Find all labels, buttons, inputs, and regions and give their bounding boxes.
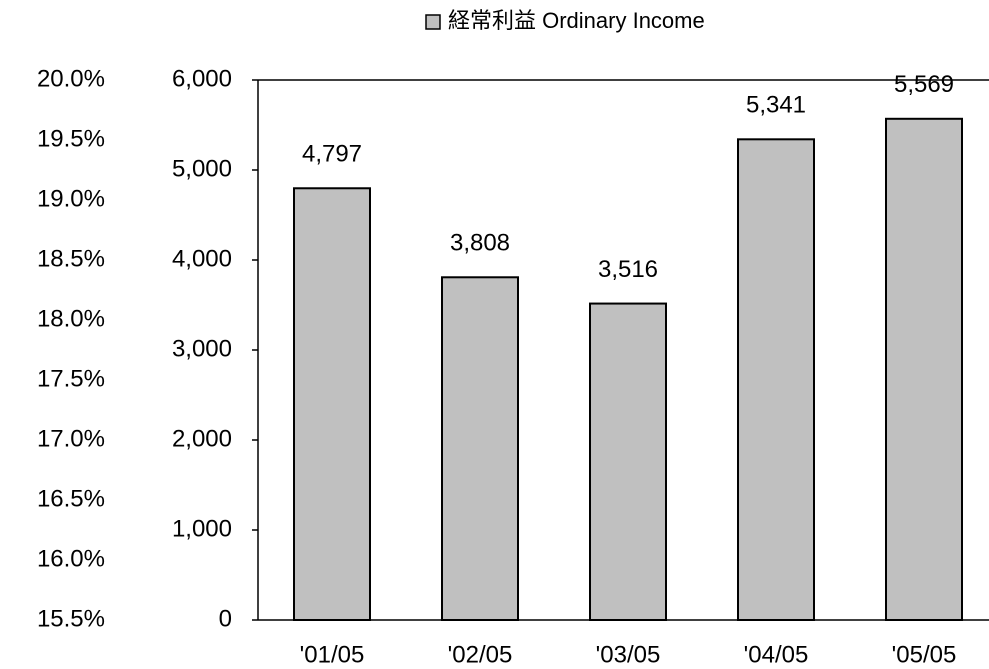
y-tick-label: 0 bbox=[219, 605, 232, 632]
y2-tick-label: 19.5% bbox=[37, 125, 105, 152]
y-tick-label: 1,000 bbox=[172, 515, 232, 542]
y2-tick-label: 17.5% bbox=[37, 365, 105, 392]
y2-tick-label: 16.0% bbox=[37, 545, 105, 572]
legend-label: 経常利益 Ordinary Income bbox=[448, 8, 705, 33]
y-tick-label: 6,000 bbox=[172, 65, 232, 92]
value-label: 3,808 bbox=[450, 230, 510, 257]
bar bbox=[441, 276, 519, 621]
bar bbox=[589, 302, 667, 621]
bar bbox=[293, 187, 371, 622]
y-tick-label: 5,000 bbox=[172, 155, 232, 182]
bar bbox=[885, 117, 963, 621]
y2-tick-label: 15.5% bbox=[37, 605, 105, 632]
x-tick-label: '02/05 bbox=[448, 641, 513, 668]
y2-tick-label: 18.5% bbox=[37, 245, 105, 272]
y-tick-label: 2,000 bbox=[172, 425, 232, 452]
legend-swatch bbox=[425, 14, 441, 30]
value-label: 4,797 bbox=[302, 141, 362, 168]
value-label: 5,569 bbox=[894, 71, 954, 98]
y-tick-label: 3,000 bbox=[172, 335, 232, 362]
x-tick-label: '05/05 bbox=[892, 641, 957, 668]
value-label: 3,516 bbox=[598, 256, 658, 283]
value-label: 5,341 bbox=[746, 92, 806, 119]
y2-tick-label: 18.0% bbox=[37, 305, 105, 332]
x-tick-label: '01/05 bbox=[300, 641, 365, 668]
y-tick-label: 4,000 bbox=[172, 245, 232, 272]
y2-tick-label: 16.5% bbox=[37, 485, 105, 512]
y2-tick-label: 20.0% bbox=[37, 65, 105, 92]
y2-tick-label: 17.0% bbox=[37, 425, 105, 452]
y2-tick-label: 19.0% bbox=[37, 185, 105, 212]
x-tick-label: '04/05 bbox=[744, 641, 809, 668]
x-tick-label: '03/05 bbox=[596, 641, 661, 668]
bar bbox=[737, 138, 815, 621]
